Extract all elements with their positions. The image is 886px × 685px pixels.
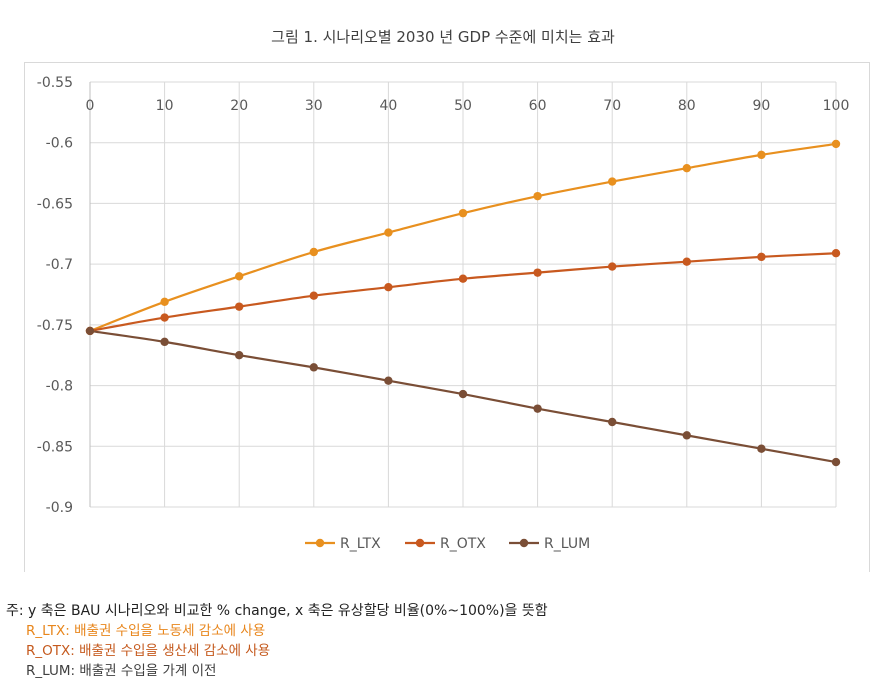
data-point-R_LUM xyxy=(235,351,244,360)
x-tick-label: 20 xyxy=(230,98,248,114)
data-point-R_LTX xyxy=(384,228,393,237)
data-point-R_LUM xyxy=(458,389,468,399)
data-point-R_LUM xyxy=(608,417,617,427)
data-point-R_OTX xyxy=(309,291,318,300)
x-tick-label: 30 xyxy=(305,98,323,114)
data-point-R_OTX xyxy=(160,313,169,322)
x-tick-label: 80 xyxy=(678,98,696,114)
x-tick-label: 100 xyxy=(823,98,850,114)
legend-marker-R_OTX xyxy=(415,538,425,548)
data-point-R_LTX xyxy=(309,247,318,257)
data-point-R_OTX xyxy=(831,249,841,258)
y-tick-label: -0.75 xyxy=(37,318,73,334)
note-r-otx: R_OTX: 배출권 수입을 생산세 감소에 사용 xyxy=(26,643,271,659)
x-tick-label: 0 xyxy=(86,98,95,114)
note-r-ltx: R_LTX: 배출권 수입을 노동세 감소에 사용 xyxy=(26,623,266,639)
x-tick-label: 90 xyxy=(752,98,770,114)
legend-label-R_LUM: R_LUM xyxy=(544,536,590,552)
data-point-R_LUM xyxy=(309,363,318,372)
y-tick-label: -0.9 xyxy=(46,500,73,516)
data-point-R_OTX xyxy=(608,262,617,271)
y-tick-label: -0.65 xyxy=(37,196,73,212)
data-point-R_OTX xyxy=(384,283,393,292)
x-tick-label: 10 xyxy=(156,98,174,114)
series-points xyxy=(85,139,841,467)
data-point-R_OTX xyxy=(533,268,542,277)
y-tick-label: -0.6 xyxy=(46,136,73,152)
y-tick-label: -0.7 xyxy=(46,257,73,273)
legend: R_LTX R_OTX R_LUM xyxy=(305,536,590,552)
data-point-R_LUM xyxy=(757,444,766,453)
data-point-R_LUM xyxy=(831,457,841,467)
data-point-R_LUM xyxy=(85,326,95,336)
legend-label-R_OTX: R_OTX xyxy=(440,536,486,552)
y-tick-labels: -0.55 -0.6 -0.65 -0.7 -0.75 -0.8 -0.85 -0.9 xyxy=(37,75,73,516)
x-tick-label: 40 xyxy=(379,98,397,114)
chart-frame xyxy=(24,62,870,572)
data-point-R_LTX xyxy=(160,297,169,306)
y-tick-label: -0.85 xyxy=(37,439,73,455)
data-point-R_LTX xyxy=(682,164,691,173)
data-point-R_LTX xyxy=(757,150,766,160)
data-point-R_OTX xyxy=(757,252,766,262)
x-tick-label: 50 xyxy=(454,98,472,114)
x-tick-label: 70 xyxy=(603,98,621,114)
x-tick-label: 60 xyxy=(529,98,547,114)
note-main: 주: y 축은 BAU 시나리오와 비교한 % change, x 축은 유상할… xyxy=(6,603,548,619)
note-r-lum: R_LUM: 배출권 수입을 가계 이전 xyxy=(26,663,217,679)
data-point-R_LUM xyxy=(533,404,542,413)
data-point-R_LTX xyxy=(831,139,841,149)
data-point-R_OTX xyxy=(682,257,691,266)
line-chart: -0.55 -0.6 -0.65 -0.7 -0.75 -0.8 -0.85 -0.9 0 10… xyxy=(37,75,850,552)
legend-marker-R_LUM xyxy=(519,538,529,548)
data-point-R_LTX xyxy=(608,177,617,186)
data-point-R_OTX xyxy=(235,302,244,311)
legend-marker-R_LTX xyxy=(315,538,325,548)
legend-label-R_LTX: R_LTX xyxy=(340,536,381,552)
data-point-R_LUM xyxy=(160,337,169,347)
y-tick-label: -0.55 xyxy=(37,75,73,91)
data-point-R_OTX xyxy=(458,274,468,283)
chart-notes: 주: y 축은 BAU 시나리오와 비교한 % change, x 축은 유상할… xyxy=(6,601,548,681)
data-point-R_LTX xyxy=(458,208,468,218)
data-point-R_LTX xyxy=(533,191,542,201)
data-point-R_LTX xyxy=(235,272,244,281)
data-point-R_LUM xyxy=(384,376,393,385)
chart-title: 그림 1. 시나리오별 2030 년 GDP 수준에 미치는 효과 xyxy=(271,28,615,46)
y-tick-label: -0.8 xyxy=(46,379,73,395)
x-tick-labels: 0 10 20 30 40 50 60 70 80 90 100 xyxy=(86,98,850,114)
grid-lines xyxy=(89,81,837,508)
data-point-R_LUM xyxy=(682,431,691,440)
